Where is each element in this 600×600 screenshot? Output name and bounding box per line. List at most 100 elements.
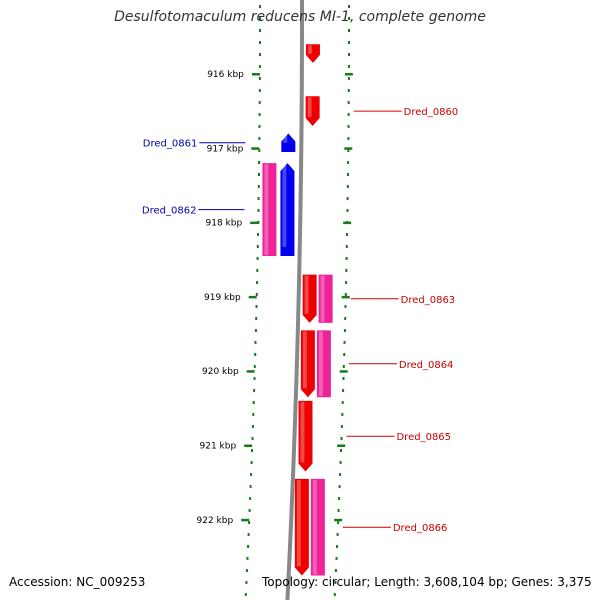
ruler-tick <box>337 444 346 447</box>
ruler-dot <box>335 557 338 560</box>
ruler-dot <box>344 305 347 308</box>
ruler-dot <box>348 29 350 32</box>
ruler-dot <box>254 353 257 356</box>
ruler-dot <box>347 77 350 80</box>
ruler-dot <box>247 533 250 536</box>
ruler-dot <box>254 329 257 332</box>
gene-block[interactable] <box>281 133 296 153</box>
ruler-dot <box>259 41 261 44</box>
gene-block-shine <box>304 275 309 314</box>
ruler-tick <box>341 295 350 299</box>
ruler-dot <box>344 293 347 296</box>
ruler-dot <box>257 197 260 200</box>
gene-label[interactable]: Dred_0866 <box>393 523 448 534</box>
ruler-dot <box>347 161 350 164</box>
ruler-tick <box>244 444 253 447</box>
ruler-tick <box>250 221 259 225</box>
ruler-tick <box>248 295 257 299</box>
ruler-dot <box>244 593 247 596</box>
ruler-dot <box>342 389 345 392</box>
ruler-dot <box>258 161 261 164</box>
ruler-dot <box>259 5 261 8</box>
ruler-dot <box>345 257 348 260</box>
ruler-dot <box>347 149 350 152</box>
page-title: Desulfotomaculum reducens MI-1, complete… <box>114 9 486 25</box>
ruler-dot <box>336 545 339 548</box>
ruler-dot <box>347 173 349 176</box>
ruler-tick <box>334 518 343 522</box>
gene-block-shine <box>307 97 312 118</box>
gene-block[interactable] <box>298 400 313 472</box>
backbone-group <box>285 0 304 600</box>
gene-block[interactable] <box>294 478 309 576</box>
ruler-dot <box>256 257 259 260</box>
ruler-dot <box>348 17 350 20</box>
ruler-dot <box>345 245 348 248</box>
gene-block-shine <box>296 479 301 567</box>
ruler-dot <box>247 545 250 548</box>
gene-label[interactable]: Dred_0862 <box>142 206 197 217</box>
ruler-dot <box>245 569 248 572</box>
gene-label[interactable]: Dred_0861 <box>143 139 198 150</box>
gene-block[interactable] <box>280 163 295 257</box>
ruler-tick <box>344 73 353 76</box>
gene-label[interactable]: Dred_0865 <box>396 432 451 443</box>
feature-block[interactable] <box>316 330 331 398</box>
gene-label[interactable]: Dred_0860 <box>404 107 459 118</box>
ruler-dot <box>343 329 346 332</box>
ruler-dot <box>344 317 347 320</box>
ruler-dot <box>248 509 251 512</box>
ruler-dot <box>259 17 261 20</box>
ruler-dot <box>340 449 342 452</box>
feature-block[interactable] <box>262 163 277 257</box>
ruler-dot <box>336 533 339 536</box>
gene-block-shine <box>283 134 288 144</box>
ruler-dot <box>251 425 254 428</box>
ruler-dot <box>345 281 348 284</box>
ruler-label: 918 kbp <box>206 219 243 229</box>
ruler-tick <box>251 147 260 150</box>
ruler-dot <box>250 473 253 476</box>
ruler-dot <box>339 461 342 464</box>
gene-block[interactable] <box>302 274 317 323</box>
ruler-dot <box>257 221 260 224</box>
gene-block-shine <box>307 45 312 54</box>
ruler-dot <box>339 473 342 476</box>
ruler-dot <box>253 365 256 368</box>
ruler-label: 922 kbp <box>197 516 234 526</box>
ruler-dot <box>255 305 258 308</box>
ruler-dot <box>255 293 258 296</box>
ruler-dot <box>258 101 261 104</box>
gene-block[interactable] <box>305 96 320 127</box>
ruler-dot <box>347 65 350 68</box>
ruler-dot <box>256 269 259 272</box>
ruler-dot <box>254 341 257 344</box>
ruler-dot <box>258 173 260 176</box>
gene-group <box>280 44 320 576</box>
ruler-dot <box>341 401 344 404</box>
ruler-dot <box>255 317 258 320</box>
ruler-dot <box>346 197 349 200</box>
ruler-dot <box>341 413 344 416</box>
ruler-dot <box>343 341 346 344</box>
feature-block[interactable] <box>318 274 333 323</box>
ruler-label: 920 kbp <box>202 367 239 377</box>
ruler-dot <box>245 581 248 584</box>
gene-label[interactable]: Dred_0863 <box>401 295 456 306</box>
ruler-tick <box>344 147 353 150</box>
feature-block[interactable] <box>310 478 325 576</box>
ruler-dot <box>348 5 350 8</box>
ruler-dot <box>258 65 261 68</box>
ruler-label: 916 kbp <box>207 70 244 80</box>
gene-block[interactable] <box>305 44 320 63</box>
gene-block[interactable] <box>300 330 315 398</box>
ruler-dot <box>259 29 261 32</box>
ruler-dot <box>346 185 349 188</box>
ruler-dot <box>342 365 345 368</box>
gene-label[interactable]: Dred_0864 <box>399 360 454 371</box>
ruler-dot <box>347 113 350 116</box>
ruler-dot <box>258 89 261 92</box>
ruler-dot <box>253 377 256 380</box>
ruler-label: 921 kbp <box>200 442 237 452</box>
